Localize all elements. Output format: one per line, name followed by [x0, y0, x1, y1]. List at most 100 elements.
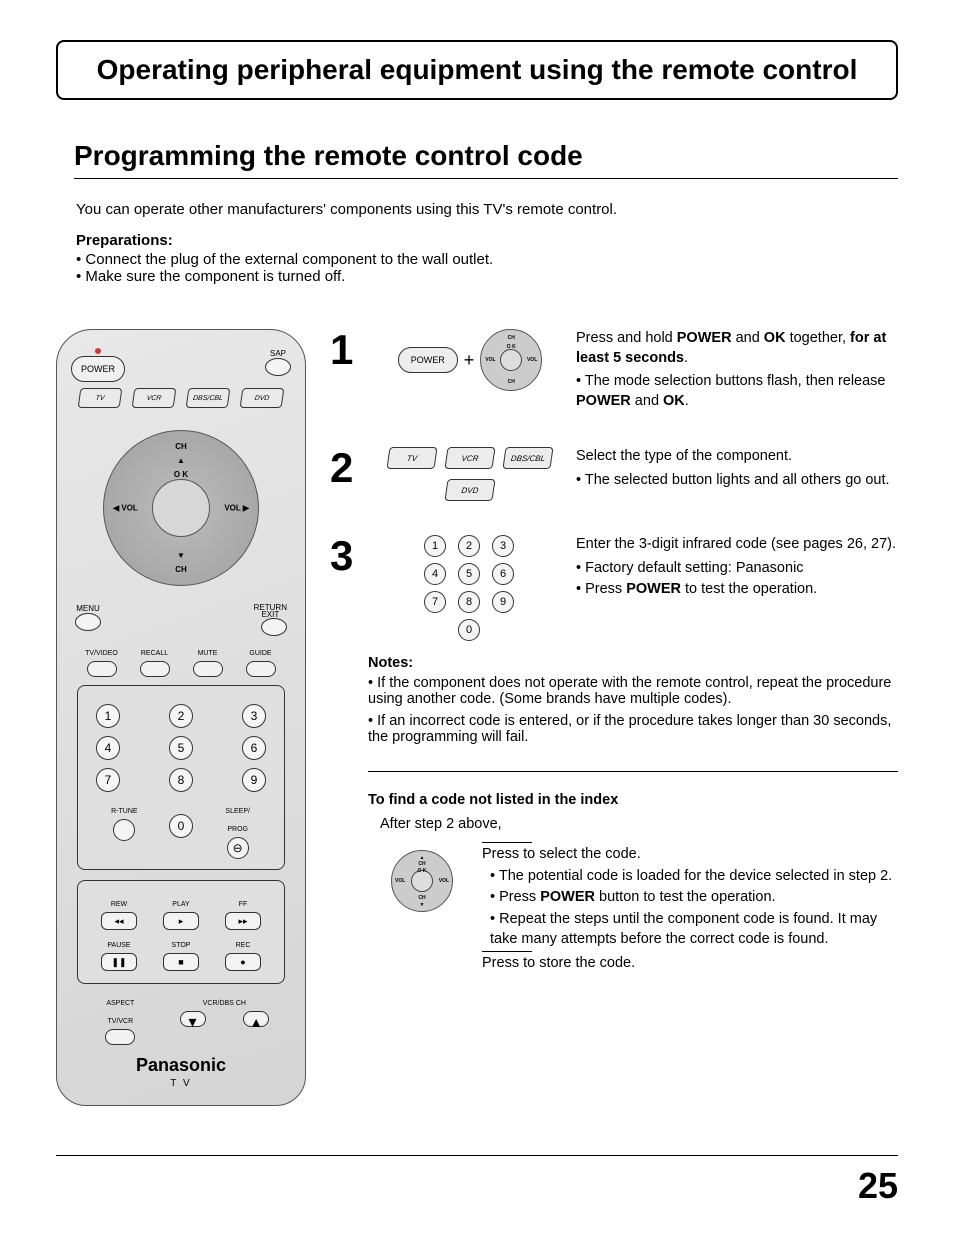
ff-label: FF [239, 901, 248, 908]
play-label: PLAY [172, 901, 189, 908]
mini-key-9: 9 [492, 591, 514, 613]
step-1-graphic: POWER + CH O K VOL VOL CH [380, 329, 560, 391]
step-1: 1 POWER + CH O K VOL VOL CH Press and ho… [330, 329, 898, 413]
find-code-heading: To find a code not listed in the index [368, 792, 898, 808]
key-8: 8 [169, 768, 193, 792]
find-nav-pad-icon: ▲ CH O K VOL VOL CH ▼ [391, 850, 453, 912]
mode-mini-dvd: DVD [444, 479, 495, 501]
preparations-heading: Preparations: [76, 232, 898, 249]
key-4: 4 [96, 736, 120, 760]
find-code-text: Press to select the code. The potential … [482, 842, 898, 975]
preparation-line-1: • Connect the plug of the external compo… [76, 251, 898, 268]
ch-up-label: CH [175, 442, 187, 451]
tvvideo-button [87, 661, 117, 677]
step-3-graphic: 1 2 3 4 5 6 7 8 9 0 [380, 535, 560, 641]
step-3-number: 3 [330, 535, 364, 577]
sleep-prog-label: SLEEP/ PROG [225, 808, 250, 833]
mode-dbscbl-button: DBS/CBL [186, 388, 231, 408]
mode-mini-vcr: VCR [444, 447, 495, 469]
recall-label: RECALL [141, 650, 168, 657]
mini-key-3: 3 [492, 535, 514, 557]
stop-button: ■ [163, 953, 199, 971]
menu-label: MENU [75, 604, 101, 613]
key-0: 0 [169, 814, 193, 838]
intro-text: You can operate other manufacturers' com… [76, 201, 898, 218]
plus-icon: + [464, 350, 475, 371]
rew-button: ◂◂ [101, 912, 137, 930]
mode-mini-dbscbl: DBS/CBL [502, 447, 553, 469]
rec-button: ● [225, 953, 261, 971]
mini-key-0: 0 [458, 619, 480, 641]
sap-label: SAP [265, 349, 291, 358]
mini-key-5: 5 [458, 563, 480, 585]
step-1-text: Press and hold POWER and OK together, fo… [576, 329, 898, 413]
notes-heading: Notes: [368, 655, 898, 671]
step-2-number: 2 [330, 447, 364, 489]
nav-pad: CH ▲ O K ◀ VOL VOL ▶ ▼ CH [91, 418, 271, 598]
mini-key-2: 2 [458, 535, 480, 557]
remote-power-button: POWER [71, 356, 125, 382]
mode-dvd-button: DVD [240, 388, 285, 408]
key-7: 7 [96, 768, 120, 792]
step-1-number: 1 [330, 329, 364, 371]
sap-button [265, 358, 291, 376]
pause-button: ❚❚ [101, 953, 137, 971]
remote-illustration: POWER SAP TV VCR DBS/CBL DVD CH ▲ O K ◀ … [56, 329, 306, 1106]
brand-sub-label: T V [71, 1078, 291, 1089]
mode-vcr-button: VCR [132, 388, 177, 408]
ok-label: O K [174, 470, 188, 479]
key-1: 1 [96, 704, 120, 728]
mini-key-6: 6 [492, 563, 514, 585]
divider [368, 771, 898, 772]
vcrdbs-label: VCR/DBS CH [203, 1000, 246, 1007]
step-2: 2 TV VCR DBS/CBL DVD Select the type of … [330, 447, 898, 501]
guide-button [246, 661, 276, 677]
mini-key-4: 4 [424, 563, 446, 585]
notes-list: If the component does not operate with t… [368, 675, 898, 745]
brand-label: Panasonic [71, 1055, 291, 1076]
step-3-text: Enter the 3-digit infrared code (see pag… [576, 535, 898, 602]
stop-label: STOP [172, 942, 191, 949]
power-pill-icon: POWER [398, 347, 458, 373]
rec-label: REC [236, 942, 251, 949]
number-pad: 1 2 3 4 5 6 7 8 9 R-TUNE 0 SLEEP/ PROG⊖ [77, 685, 285, 870]
transport-block: REW ◂◂ PLAY ▸ FF ▸▸ PAUSE ❚❚ STOP ■ REC ● [77, 880, 285, 984]
menu-button [75, 613, 101, 631]
vcrdbs-down-button: ▾ [180, 1011, 206, 1027]
vcrdbs-up-button: ▴ [243, 1011, 269, 1027]
mini-nav-pad-icon: CH O K VOL VOL CH [480, 329, 542, 391]
rtune-button [113, 819, 135, 841]
ch-down-label: CH [175, 565, 187, 574]
aspect-label: ASPECT TV/VCR [106, 1000, 134, 1025]
aspect-button [105, 1029, 135, 1045]
step-2-text: Select the type of the component. The se… [576, 447, 898, 492]
ff-button: ▸▸ [225, 912, 261, 930]
mini-key-1: 1 [424, 535, 446, 557]
recall-button [140, 661, 170, 677]
ok-button [152, 479, 210, 537]
key-9: 9 [242, 768, 266, 792]
key-5: 5 [169, 736, 193, 760]
key-2: 2 [169, 704, 193, 728]
play-button: ▸ [163, 912, 199, 930]
after-step-text: After step 2 above, [380, 816, 898, 832]
sleep-prog-button: ⊖ [227, 837, 249, 859]
page-title-box: Operating peripheral equipment using the… [56, 40, 898, 100]
return-exit-button [261, 618, 287, 636]
mini-key-8: 8 [458, 591, 480, 613]
step-2-graphic: TV VCR DBS/CBL DVD [380, 447, 560, 501]
find-code-row: ▲ CH O K VOL VOL CH ▼ Press to select th… [380, 842, 898, 975]
preparation-line-2: • Make sure the component is turned off. [76, 268, 898, 285]
guide-label: GUIDE [249, 650, 271, 657]
tvvideo-label: TV/VIDEO [85, 650, 118, 657]
mute-label: MUTE [198, 650, 218, 657]
key-6: 6 [242, 736, 266, 760]
rew-label: REW [111, 901, 127, 908]
rtune-label: R-TUNE [111, 808, 137, 815]
pause-label: PAUSE [107, 942, 130, 949]
mini-key-7: 7 [424, 591, 446, 613]
mute-button [193, 661, 223, 677]
mode-mini-tv: TV [386, 447, 437, 469]
section-heading: Programming the remote control code [74, 140, 898, 179]
step-3: 3 1 2 3 4 5 6 7 8 9 0 Enter the 3-digit … [330, 535, 898, 641]
